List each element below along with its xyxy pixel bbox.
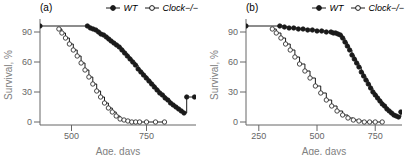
svg-text:Survival, %: Survival, % <box>8 50 14 100</box>
svg-text:Survival, %: Survival, % <box>209 50 220 100</box>
svg-text:750: 750 <box>139 131 154 141</box>
svg-text:90: 90 <box>22 27 32 37</box>
svg-text:90: 90 <box>228 27 238 37</box>
html-text:WT: WT <box>329 2 344 13</box>
svg-text:750: 750 <box>368 131 383 141</box>
svg-text:0: 0 <box>233 117 238 127</box>
html-text:(b): (b) <box>246 2 259 13</box>
html-text:Clock−/−: Clock−/− <box>162 2 198 13</box>
html-text:Clock−/−: Clock−/− <box>368 2 404 13</box>
svg-text:60: 60 <box>22 57 32 67</box>
svg-text:60: 60 <box>228 57 238 67</box>
svg-text:250: 250 <box>251 131 266 141</box>
html-text:(a): (a) <box>40 2 53 13</box>
svg-text:Age, days: Age, days <box>96 146 140 155</box>
svg-text:30: 30 <box>22 87 32 97</box>
html-text:WT: WT <box>123 2 138 13</box>
svg-text:500: 500 <box>64 131 79 141</box>
svg-text:0: 0 <box>27 117 32 127</box>
svg-text:Age, days: Age, days <box>302 146 346 155</box>
svg-text:500: 500 <box>309 131 324 141</box>
svg-text:30: 30 <box>228 87 238 97</box>
